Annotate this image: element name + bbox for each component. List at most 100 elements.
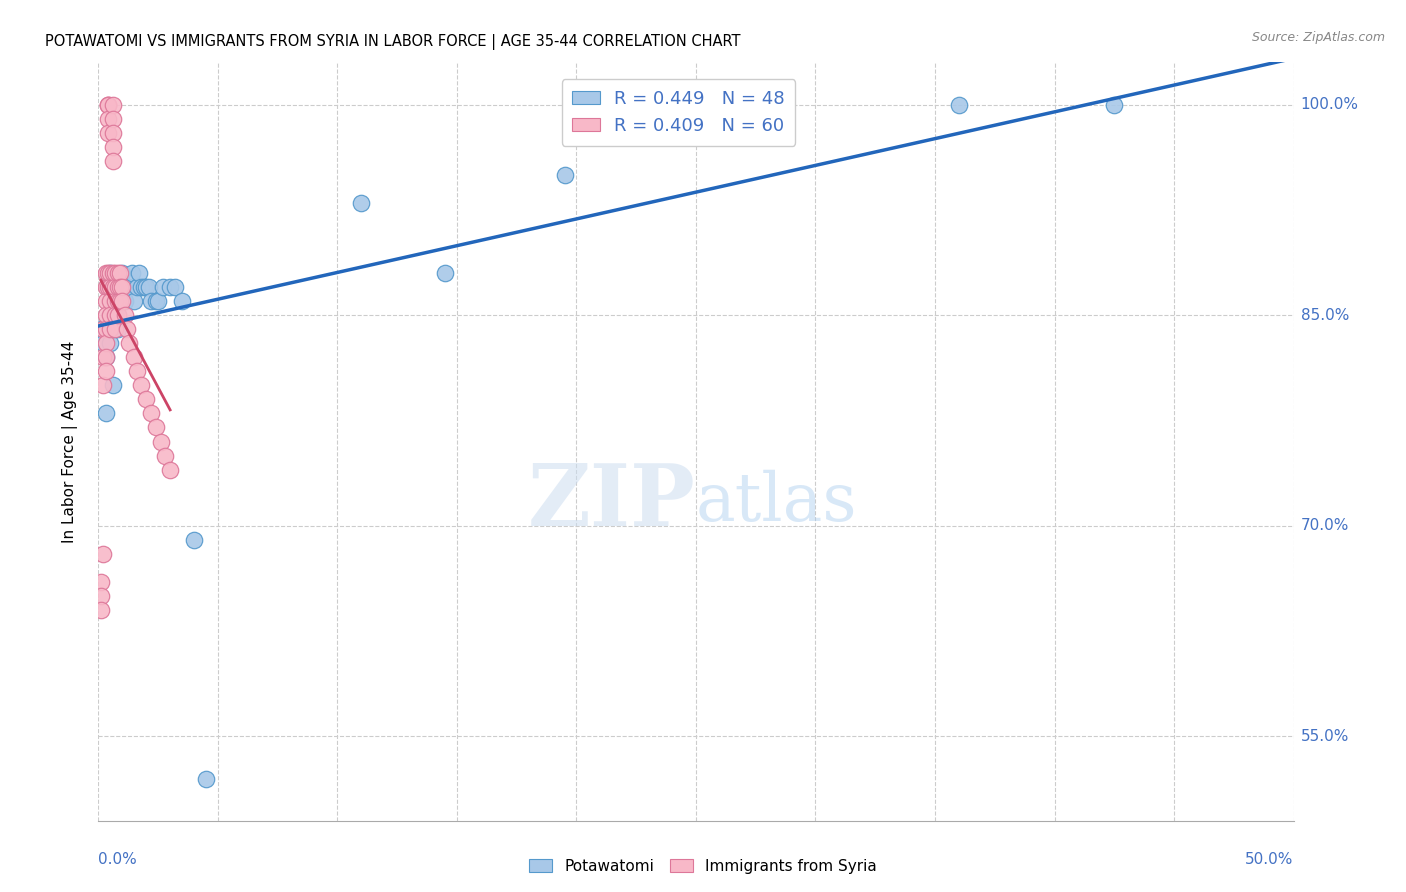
Point — [114, 308, 136, 322]
Point — [172, 294, 194, 309]
Point — [107, 280, 129, 294]
Point — [108, 280, 131, 294]
Text: 50.0%: 50.0% — [1246, 852, 1294, 866]
Point — [91, 378, 114, 392]
Text: atlas: atlas — [696, 469, 858, 535]
Text: 100.0%: 100.0% — [1301, 97, 1358, 112]
Point — [139, 294, 162, 309]
Point — [101, 378, 124, 392]
Point — [94, 364, 117, 378]
Point — [111, 280, 134, 294]
Point — [145, 420, 167, 434]
Point — [101, 280, 124, 294]
Point — [125, 364, 148, 378]
Y-axis label: In Labor Force | Age 35-44: In Labor Force | Age 35-44 — [62, 341, 77, 542]
Point — [98, 322, 122, 336]
Point — [350, 195, 373, 210]
Point — [159, 462, 181, 476]
Point — [91, 336, 114, 351]
Point — [97, 97, 120, 112]
Point — [108, 280, 131, 294]
Point — [97, 280, 120, 294]
Point — [94, 351, 117, 365]
Point — [148, 294, 170, 309]
Point — [115, 280, 138, 294]
Point — [101, 153, 124, 168]
Point — [139, 407, 162, 421]
Point — [98, 308, 122, 322]
Point — [124, 351, 146, 365]
Point — [107, 308, 129, 322]
Point — [118, 336, 141, 351]
Point — [98, 308, 122, 322]
Point — [98, 280, 122, 294]
Point — [107, 294, 129, 309]
Point — [97, 126, 120, 140]
Point — [98, 280, 122, 294]
Point — [138, 280, 160, 294]
Point — [121, 266, 143, 280]
Point — [101, 139, 124, 153]
Text: Source: ZipAtlas.com: Source: ZipAtlas.com — [1251, 31, 1385, 45]
Point — [135, 280, 157, 294]
Point — [98, 266, 122, 280]
Point — [91, 547, 114, 561]
Point — [104, 322, 127, 336]
Point — [1104, 97, 1126, 112]
Point — [94, 280, 117, 294]
Point — [115, 322, 138, 336]
Text: 70.0%: 70.0% — [1301, 518, 1350, 533]
Point — [132, 280, 155, 294]
Point — [434, 266, 457, 280]
Text: 85.0%: 85.0% — [1301, 308, 1350, 323]
Point — [98, 294, 122, 309]
Point — [155, 449, 177, 463]
Point — [118, 280, 141, 294]
Point — [163, 280, 186, 294]
Point — [94, 266, 117, 280]
Point — [98, 266, 122, 280]
Point — [124, 294, 146, 309]
Point — [90, 322, 112, 336]
Point — [107, 280, 129, 294]
Point — [107, 322, 129, 336]
Point — [131, 280, 153, 294]
Point — [97, 97, 120, 112]
Point — [108, 294, 131, 309]
Point — [104, 308, 127, 322]
Point — [91, 322, 114, 336]
Point — [111, 266, 134, 280]
Point — [98, 336, 122, 351]
Point — [104, 294, 127, 309]
Point — [135, 392, 157, 407]
Point — [159, 280, 181, 294]
Point — [94, 294, 117, 309]
Point — [104, 308, 127, 322]
Point — [111, 280, 134, 294]
Point — [128, 266, 150, 280]
Point — [101, 266, 124, 280]
Point — [94, 322, 117, 336]
Point — [90, 603, 112, 617]
Point — [91, 351, 114, 365]
Point — [104, 266, 127, 280]
Point — [101, 322, 124, 336]
Point — [104, 280, 127, 294]
Point — [97, 266, 120, 280]
Point — [97, 322, 120, 336]
Point — [125, 280, 148, 294]
Point — [90, 574, 112, 589]
Point — [554, 168, 576, 182]
Legend: R = 0.449   N = 48, R = 0.409   N = 60: R = 0.449 N = 48, R = 0.409 N = 60 — [561, 79, 796, 145]
Point — [108, 266, 131, 280]
Point — [97, 112, 120, 126]
Point — [101, 112, 124, 126]
Point — [195, 772, 218, 786]
Point — [101, 126, 124, 140]
Point — [111, 294, 134, 309]
Point — [948, 97, 970, 112]
Point — [104, 280, 127, 294]
Point — [101, 97, 124, 112]
Text: ZIP: ZIP — [529, 460, 696, 544]
Point — [131, 378, 153, 392]
